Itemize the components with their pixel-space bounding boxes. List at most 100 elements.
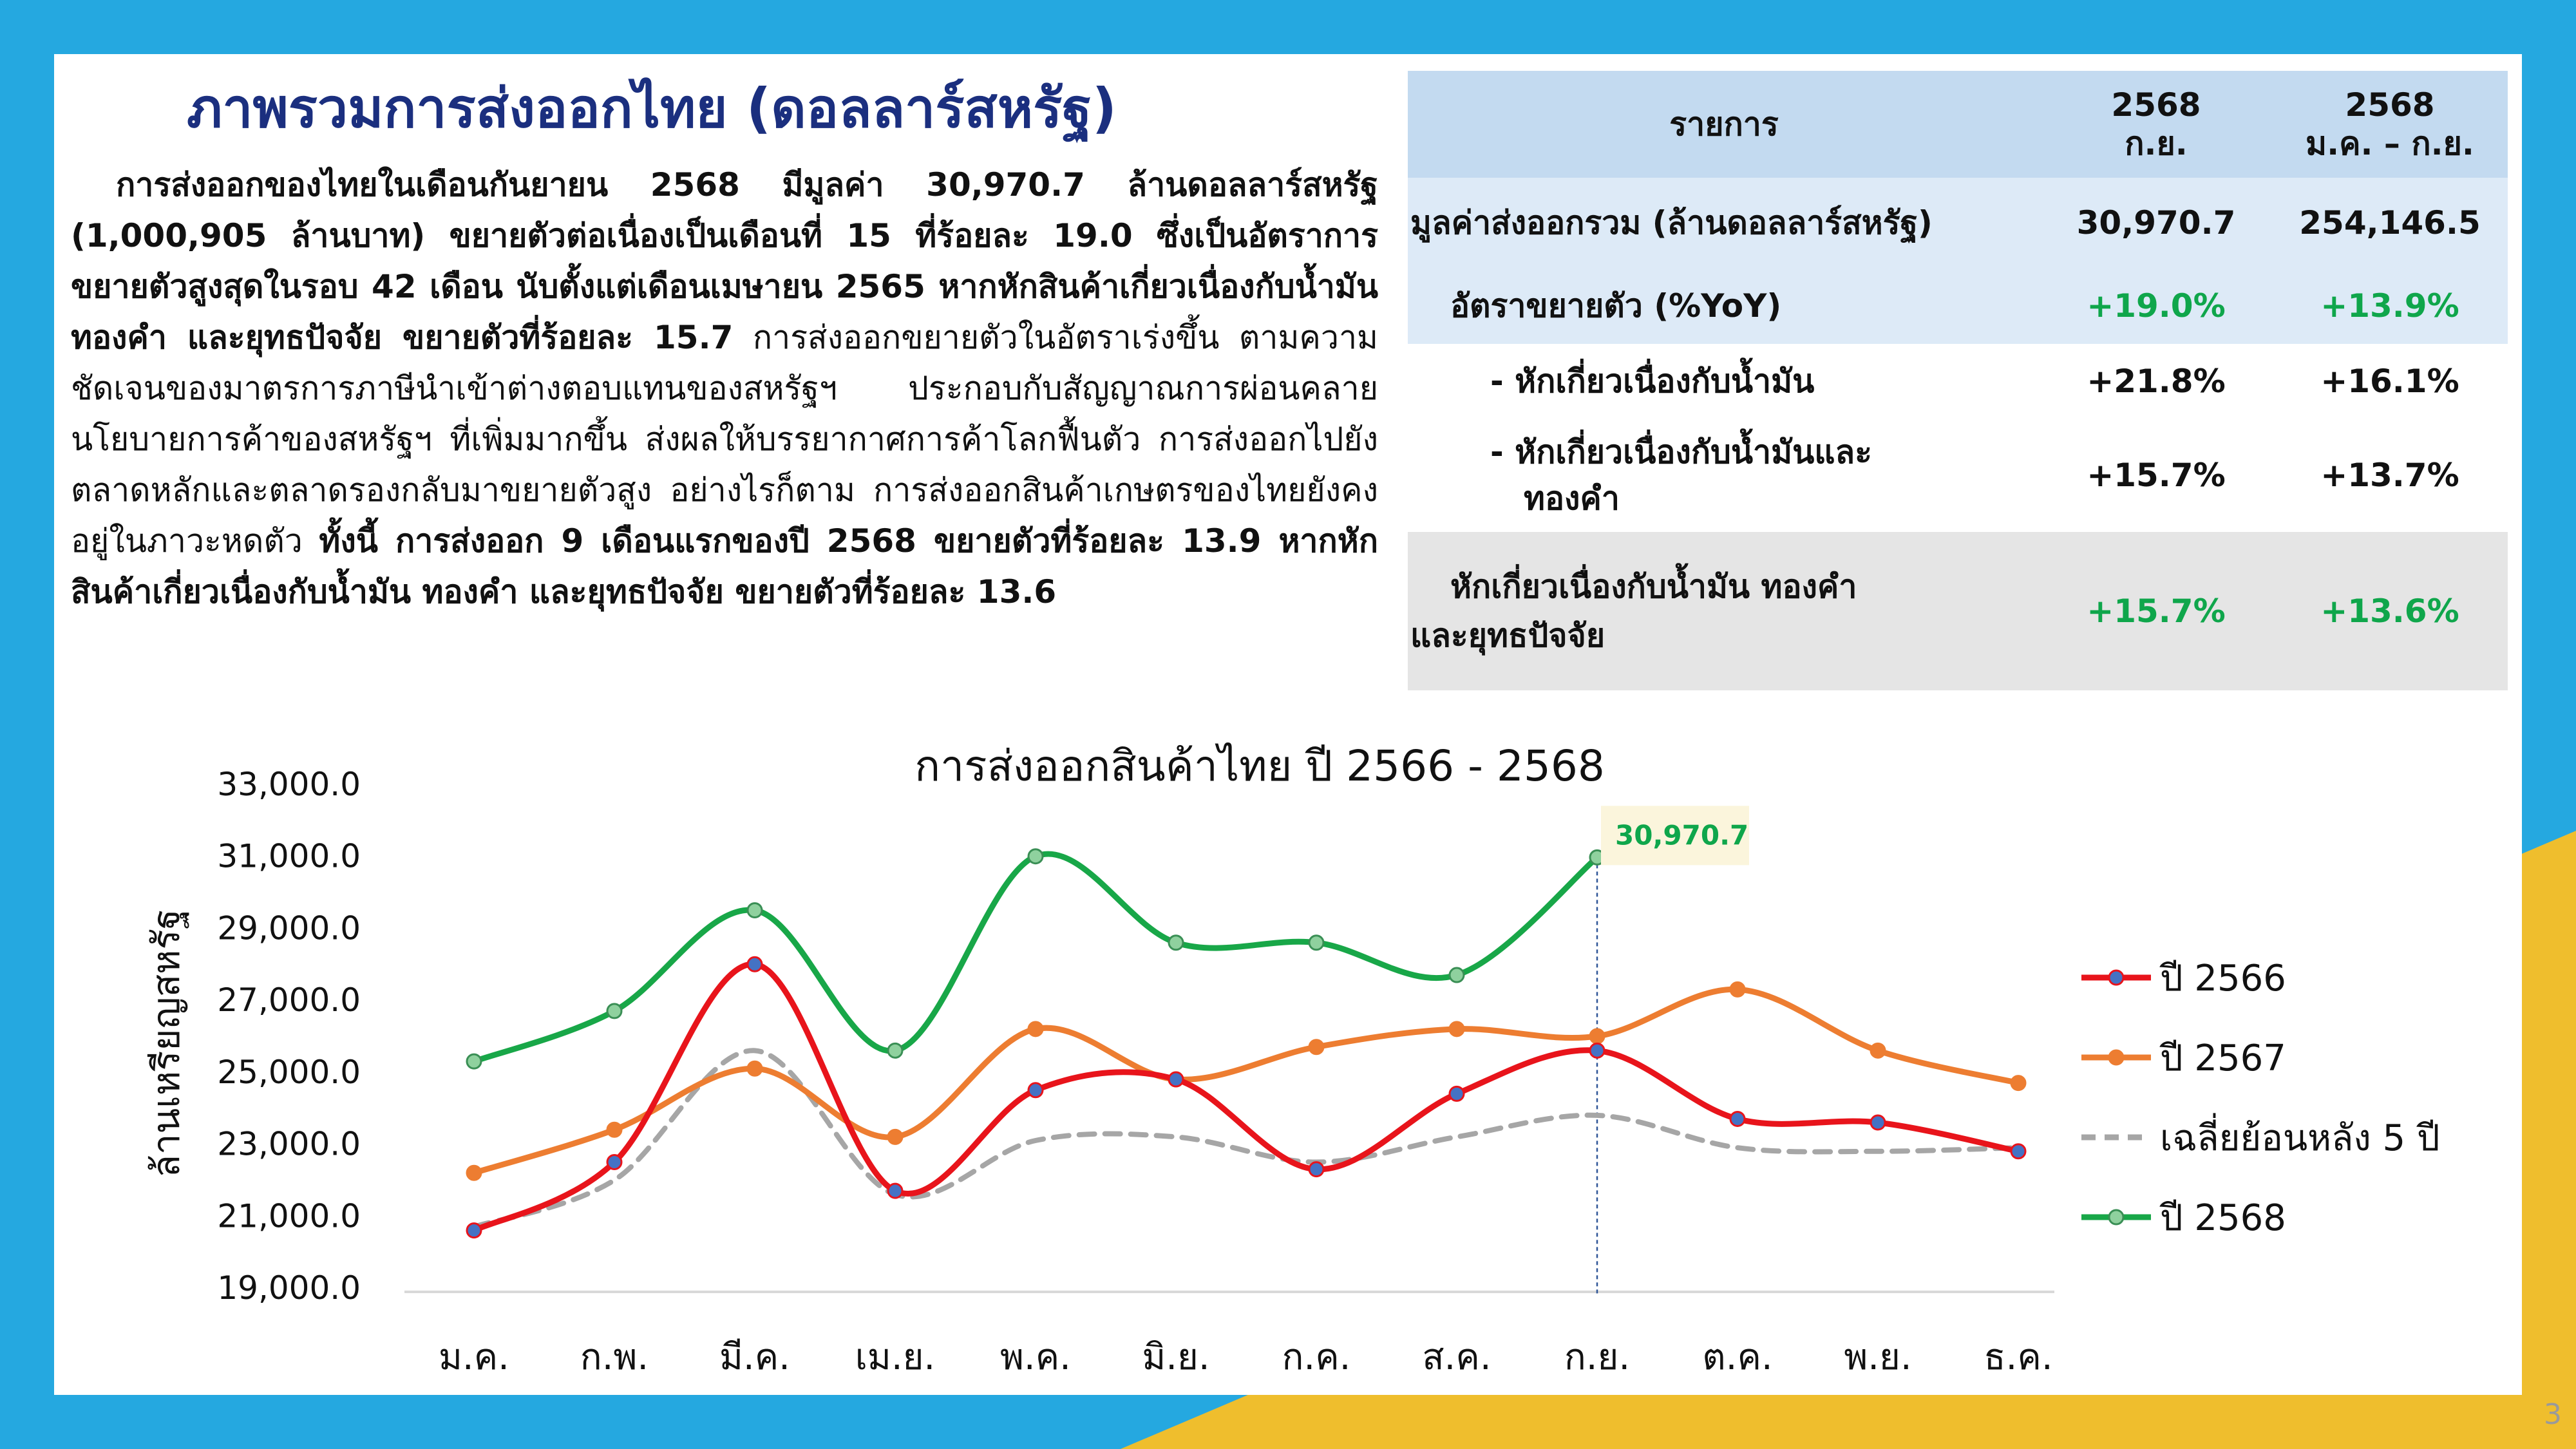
table-row: - หักเกี่ยวเนื่องกับน้ำมันและ ทองคำ +15.7… [1408, 419, 2508, 532]
series-line [471, 851, 1600, 1065]
data-point [1589, 1028, 1605, 1045]
table-row: มูลค่าส่งออกรวม (ล้านดอลลาร์สหรัฐ) 30,97… [1408, 178, 2508, 268]
data-point [1168, 1071, 1184, 1088]
header-month: 2568 ก.ย. [2040, 71, 2272, 178]
row-value-ytd: 254,146.5 [2272, 178, 2508, 268]
x-tick-label: พ.ย. [1844, 1336, 1911, 1378]
y-axis-ticks: 33,000.0 31,000.0 29,000.0 27,000.0 25,000.0… [217, 766, 361, 1307]
data-point [887, 1182, 904, 1199]
legend-marker [2108, 1049, 2125, 1066]
row-value-ytd: +13.9% [2272, 268, 2508, 344]
y-tick-label: 19,000.0 [217, 1269, 361, 1307]
x-tick-label: ก.ย. [1564, 1336, 1630, 1378]
data-point [1729, 981, 1746, 998]
x-tick-label: ก.พ. [580, 1336, 649, 1378]
data-point [466, 1222, 482, 1239]
x-tick-label: ธ.ค. [1984, 1336, 2052, 1378]
data-point [1448, 1085, 1465, 1102]
legend-label: เฉลี่ยย้อนหลัง 5 ปี [2160, 1113, 2440, 1159]
row-label: มูลค่าส่งออกรวม (ล้านดอลลาร์สหรัฐ) [1408, 178, 2040, 268]
legend-label: ปี 2566 [2159, 958, 2286, 999]
legend-label: ปี 2567 [2159, 1037, 2286, 1079]
y-tick-label: 31,000.0 [217, 838, 361, 875]
legend-item: ปี 2567 [2081, 1037, 2286, 1079]
page-title: ภาพรวมการส่งออกไทย (ดอลลาร์สหรัฐ) [187, 77, 1117, 140]
row-value-ytd: +16.1% [2272, 344, 2508, 419]
data-point [1729, 1110, 1746, 1127]
legend-item: เฉลี่ยย้อนหลัง 5 ปี [2081, 1113, 2440, 1159]
legend-marker [2108, 969, 2125, 986]
row-value-month: +19.0% [2040, 268, 2272, 344]
data-point [1448, 967, 1465, 983]
value-callout: 30,970.7 [1601, 806, 1749, 866]
data-point [2010, 1143, 2027, 1160]
summary-paragraph: การส่งออกของไทยในเดือนกันยายน 2568 มีมูล… [71, 160, 1378, 618]
chart-legend: ปี 2566 ปี 2567 เฉลี่ยย้อนหลัง 5 ปีปี 2568 [2081, 958, 2440, 1239]
row-value-month: 30,970.7 [2040, 178, 2272, 268]
callout-box [1601, 806, 1749, 866]
data-point [746, 1060, 763, 1077]
x-tick-label: พ.ค. [1000, 1336, 1071, 1378]
series-0 [466, 956, 2027, 1239]
y-tick-label: 33,000.0 [217, 766, 361, 803]
table-row: อัตราขยายตัว (%YoY) +19.0% +13.9% [1408, 268, 2508, 344]
data-point [1448, 1021, 1465, 1037]
table-header-row: รายการ 2568 ก.ย. 2568 ม.ค. – ก.ย. [1408, 71, 2508, 178]
data-point [2010, 1075, 2027, 1092]
data-point [887, 1128, 904, 1145]
row-value-month: +15.7% [2040, 419, 2272, 532]
table-row: - หักเกี่ยวเนื่องกับน้ำมัน +21.8% +16.1% [1408, 344, 2508, 419]
data-point [887, 1042, 904, 1059]
x-tick-label: ส.ค. [1422, 1336, 1491, 1378]
series-2 [471, 1048, 2021, 1230]
export-summary-table: รายการ 2568 ก.ย. 2568 ม.ค. – ก.ย. มูลค่าส่… [1408, 71, 2508, 690]
header-item: รายการ [1408, 71, 2040, 178]
x-tick-label: มี.ค. [719, 1336, 790, 1378]
row-label: หักเกี่ยวเนื่องกับน้ำมัน ทองคำ และยุทธปัจ… [1408, 532, 2040, 690]
chart-series [466, 848, 2027, 1239]
y-tick-label: 25,000.0 [217, 1054, 361, 1091]
data-point [1870, 1042, 1886, 1059]
data-point [606, 1003, 623, 1019]
data-point [1027, 848, 1044, 865]
data-point [1308, 1039, 1325, 1056]
data-point [466, 1164, 482, 1181]
row-value-month: +15.7% [2040, 532, 2272, 690]
row-label: - หักเกี่ยวเนื่องกับน้ำมันและ ทองคำ [1408, 419, 2040, 532]
callout-value: 30,970.7 [1615, 819, 1748, 851]
x-tick-label: เม.ย. [855, 1336, 935, 1378]
data-point [1308, 1161, 1325, 1178]
row-value-ytd: +13.7% [2272, 419, 2508, 532]
data-point [606, 1121, 623, 1138]
summary-bold-text-2: ทั้งนี้ การส่งออก 9 เดือนแรกของปี 2568 ข… [71, 522, 1378, 611]
legend-item: ปี 2566 [2081, 958, 2286, 999]
row-label: อัตราขยายตัว (%YoY) [1408, 268, 2040, 344]
legend-item: ปี 2568 [2081, 1197, 2286, 1239]
data-point [1870, 1114, 1886, 1131]
x-tick-label: ก.ค. [1282, 1336, 1351, 1378]
x-tick-label: มิ.ย. [1142, 1336, 1209, 1378]
data-point [1027, 1021, 1044, 1037]
data-point [466, 1053, 482, 1070]
x-axis-ticks: ม.ค. ก.พ. มี.ค. เม.ย. พ.ค. มิ.ย. ก.ค. ส.ค. ก.ย. ต… [439, 1336, 2053, 1378]
y-axis-label: ล้านเหรียญสหรัฐ [144, 909, 189, 1177]
series-3 [466, 848, 1605, 1070]
page-number: 3 [2544, 1398, 2562, 1431]
summary-regular-text: การส่งออกขยายตัวในอัตราเร่งขึ้น ตามความช… [71, 319, 1378, 560]
data-point [1027, 1082, 1044, 1099]
series-1 [466, 981, 2027, 1181]
data-point [1308, 934, 1325, 951]
data-point [1168, 934, 1184, 951]
header-ytd: 2568 ม.ค. – ก.ย. [2272, 71, 2508, 178]
data-point [746, 902, 763, 918]
table-row: หักเกี่ยวเนื่องกับน้ำมัน ทองคำ และยุทธปัจ… [1408, 532, 2508, 690]
y-tick-label: 21,000.0 [217, 1197, 361, 1235]
chart-title: การส่งออกสินค้าไทย ปี 2566 - 2568 [914, 741, 1605, 791]
data-point [1589, 1042, 1605, 1059]
x-tick-label: ต.ค. [1702, 1336, 1772, 1378]
legend-marker [2108, 1209, 2125, 1226]
series-line [471, 986, 2022, 1176]
legend-label: ปี 2568 [2159, 1197, 2286, 1239]
y-tick-label: 27,000.0 [217, 981, 361, 1019]
